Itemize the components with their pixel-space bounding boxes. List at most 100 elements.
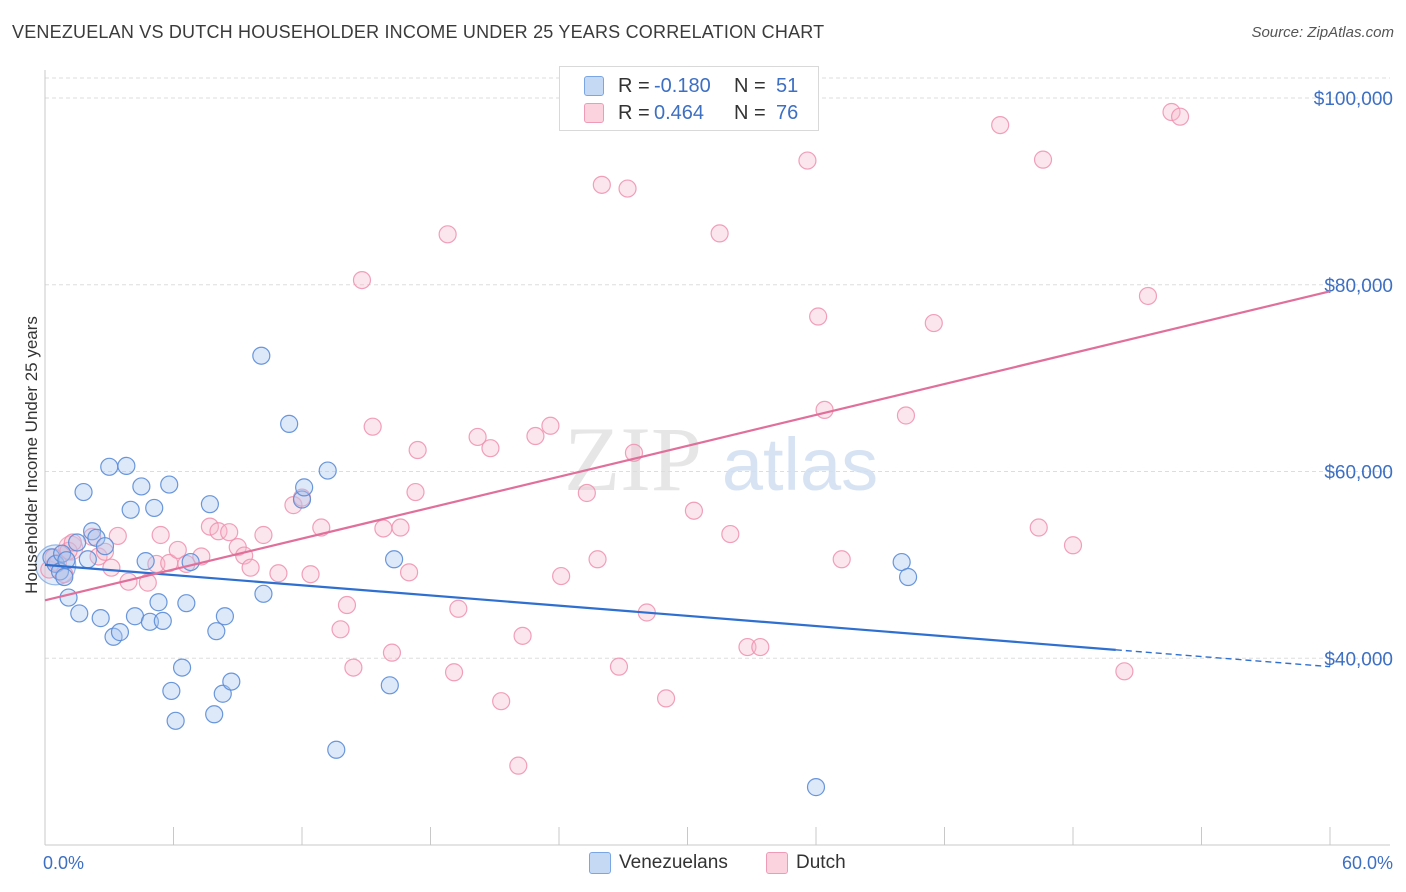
data-point-dutch [721,524,740,544]
data-point-venezuelans [149,593,168,612]
data-point-dutch [513,626,532,645]
data-point-dutch [588,550,607,569]
x-tick-label-min: 0.0% [43,853,84,873]
legend-row-dutch: R = 0.464 N = 76 [584,101,798,125]
data-point-dutch [552,566,571,586]
data-point-dutch [382,643,402,662]
stats-legend: R = -0.180 N = 51 R = 0.464 N = 76 [559,66,819,131]
data-point-dutch [254,525,273,545]
data-point-dutch [301,565,320,584]
data-point-dutch [108,526,127,546]
y-axis-label: Householder Income Under 25 years [22,316,41,594]
bottom-legend-label-dutch: Dutch [796,852,846,873]
data-point-dutch [738,637,757,657]
y-tick-label: $100,000 [1314,89,1393,110]
data-point-venezuelans [59,588,78,607]
data-point-dutch [220,523,239,542]
data-point-dutch [509,756,528,775]
data-point-dutch [577,483,596,503]
data-point-dutch [391,518,410,537]
data-point-venezuelans [78,550,97,569]
data-point-dutch [331,620,350,639]
data-point-dutch [924,313,943,333]
data-point-venezuelans [121,500,140,519]
legend-n-value: 76 [776,101,799,124]
legend-n-value: 51 [776,74,799,97]
data-point-venezuelans [380,676,399,695]
data-point-venezuelans [898,567,918,587]
data-point-dutch [444,663,464,682]
data-point-venezuelans [132,477,151,496]
data-point-dutch [200,517,220,536]
data-point-dutch [408,440,427,460]
data-point-venezuelans [327,740,346,759]
data-point-dutch [269,564,288,583]
x-tick-label-max: 60.0% [1342,853,1393,873]
legend-r-value: 0.464 [654,101,705,124]
data-point-dutch [751,637,770,657]
data-point-dutch [241,558,260,577]
data-point-dutch [151,525,170,545]
data-point-venezuelans [205,705,224,724]
bottom-legend-swatch-venezuelans [589,852,611,874]
legend-swatch-dutch [584,103,604,123]
data-point-dutch [1029,518,1048,537]
bottom-legend-venezuelans: Venezuelans [589,852,728,874]
trendline-dutch [44,290,1331,602]
chart-title: VENEZUELAN VS DUTCH HOUSEHOLDER INCOME U… [12,22,825,42]
data-point-dutch [337,595,357,615]
data-point-dutch [684,501,704,520]
bottom-legend-dutch: Dutch [766,852,846,874]
data-point-venezuelans [254,584,273,603]
data-point-dutch [1033,150,1053,169]
data-point-dutch [592,175,611,194]
data-point-venezuelans [140,612,160,631]
trendline-venezuelans [44,563,1116,651]
data-point-dutch [406,482,425,502]
data-point-dutch [438,225,457,244]
data-point-dutch [618,179,637,198]
data-point-venezuelans [177,594,196,613]
data-point-dutch [832,550,851,569]
data-point-dutch [344,658,363,677]
data-point-venezuelans [100,457,119,476]
watermark-atlas: atlas [722,423,878,506]
data-point-dutch [1063,536,1083,555]
data-point-dutch [1138,286,1158,306]
data-point-venezuelans [162,681,181,701]
y-tick-label: $80,000 [1324,276,1393,297]
data-point-venezuelans [153,611,172,631]
legend-n-label: N = [734,101,766,124]
data-point-dutch [63,533,82,552]
legend-swatch-venezuelans [584,76,604,96]
data-point-venezuelans [207,622,226,641]
data-point-dutch [168,540,187,560]
data-point-venezuelans [200,495,220,514]
legend-r-label: R = [618,74,650,97]
data-point-venezuelans [222,672,241,691]
data-point-dutch [363,417,382,436]
data-point-venezuelans [57,551,76,570]
data-point-dutch [1115,662,1134,681]
data-point-dutch [481,439,500,458]
legend-n-label: N = [734,74,766,97]
data-point-venezuelans [70,604,89,623]
data-point-venezuelans [181,552,200,572]
data-point-dutch [95,542,115,561]
data-point-dutch [352,270,372,290]
data-point-dutch [815,400,834,419]
data-point-dutch [1162,102,1181,122]
data-point-venezuelans [136,552,155,571]
data-point-dutch [798,151,817,170]
data-point-venezuelans [215,607,234,626]
data-point-dutch [896,406,916,425]
data-point-venezuelans [318,461,337,480]
trendline-venezuelans-extension [1115,649,1331,668]
data-point-venezuelans [384,550,404,569]
chart-source: Source: ZipAtlas.com [1251,24,1394,41]
data-point-dutch [656,689,676,708]
legend-r-label: R = [618,101,650,124]
data-point-dutch [468,427,487,447]
legend-row-venezuelans: R = -0.180 N = 51 [584,74,798,98]
